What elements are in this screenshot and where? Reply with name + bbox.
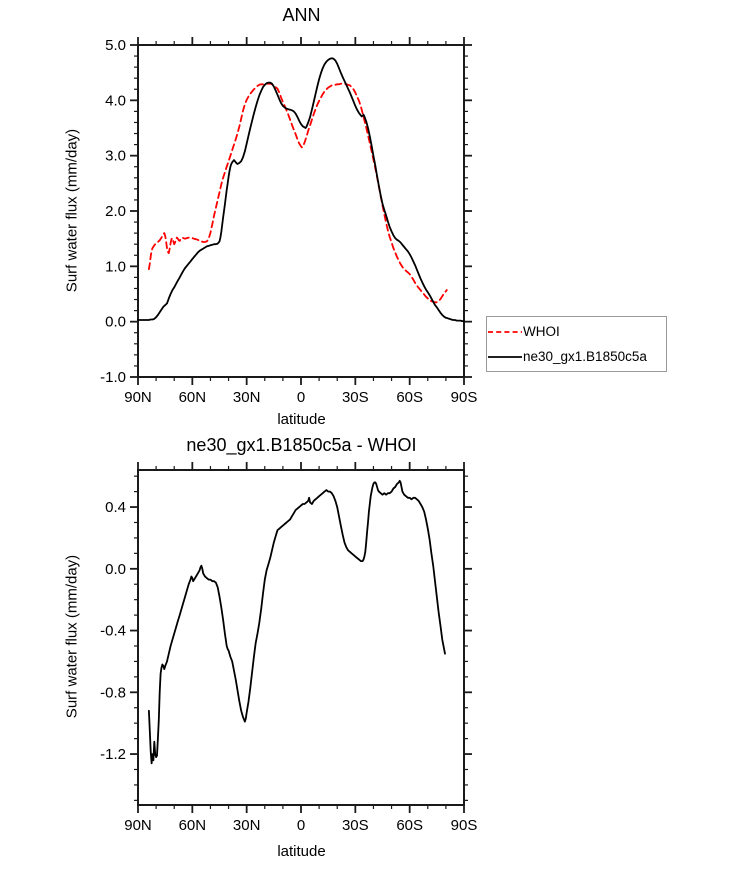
chart1-y-tick-label: 3.0 <box>105 148 126 165</box>
chart1-title: ANN <box>282 5 321 25</box>
legend-box: WHOI ne30_gx1.B1850c5a <box>486 316 667 372</box>
chart2-x-tick-label: 30N <box>233 817 261 834</box>
chart2-y-tick-label: 0.0 <box>105 561 126 578</box>
chart2-title: ne30_gx1.B1850c5a - WHOI <box>186 435 417 455</box>
chart1-y-tick-label: 1.0 <box>105 258 126 275</box>
legend-entry-model: ne30_gx1.B1850c5a <box>487 348 666 366</box>
chart1-series-whoi <box>147 82 448 304</box>
chart1-x-axis-label: latitude <box>277 411 326 428</box>
chart2-y-tick-label: -1.2 <box>100 746 126 763</box>
dashed-line-icon <box>488 330 522 333</box>
chart1-x-tick-label: 90S <box>451 389 478 406</box>
chart2-x-axis-label: latitude <box>277 843 326 860</box>
chart1-y-tick-label: 5.0 <box>105 37 126 54</box>
chart2-x-tick-label: 90S <box>451 817 478 834</box>
chart1-y-axis-label: Surf water flux (mm/day) <box>63 128 81 293</box>
chart2-series-ne30-gx1-b1850c5a-whoi <box>147 479 446 765</box>
chart1-x-tick-label: 60S <box>396 389 423 406</box>
chart1-y-tick-label: 0.0 <box>105 314 126 331</box>
chart1-y-tick-label: 2.0 <box>105 203 126 220</box>
chart1-x-tick-label: 0 <box>297 389 305 406</box>
chart2-y-axis-label: Surf water flux (mm/day) <box>63 554 81 719</box>
chart2-y-tick-label: -0.4 <box>100 623 126 640</box>
chart2-x-tick-label: 60N <box>179 817 207 834</box>
chart2-x-tick-label: 0 <box>297 817 305 834</box>
chart1-x-tick-label: 30N <box>233 389 261 406</box>
legend-entry-whoi: WHOI <box>487 323 666 341</box>
legend-label-whoi: WHOI <box>523 323 560 339</box>
chart2-y-tick-label: -0.8 <box>100 684 126 701</box>
chart2-x-tick-label: 60S <box>396 817 423 834</box>
chart1-x-tick-label: 90N <box>124 389 152 406</box>
chart1-y-tick-label: -1.0 <box>100 369 126 386</box>
chart2-x-tick-label: 90N <box>124 817 152 834</box>
chart1-series-ne30-gx1-b1850c5a <box>137 57 465 323</box>
chart2-y-tick-label: 0.4 <box>105 499 126 516</box>
chart1-frame <box>137 44 465 378</box>
chart1-y-tick-label: 4.0 <box>105 92 126 109</box>
chart2-x-tick-label: 30S <box>342 817 369 834</box>
chart2-frame <box>137 469 465 806</box>
legend-label-model: ne30_gx1.B1850c5a <box>523 348 647 364</box>
chart1-x-tick-label: 30S <box>342 389 369 406</box>
solid-line-icon <box>488 355 522 358</box>
chart1-x-tick-label: 60N <box>179 389 207 406</box>
